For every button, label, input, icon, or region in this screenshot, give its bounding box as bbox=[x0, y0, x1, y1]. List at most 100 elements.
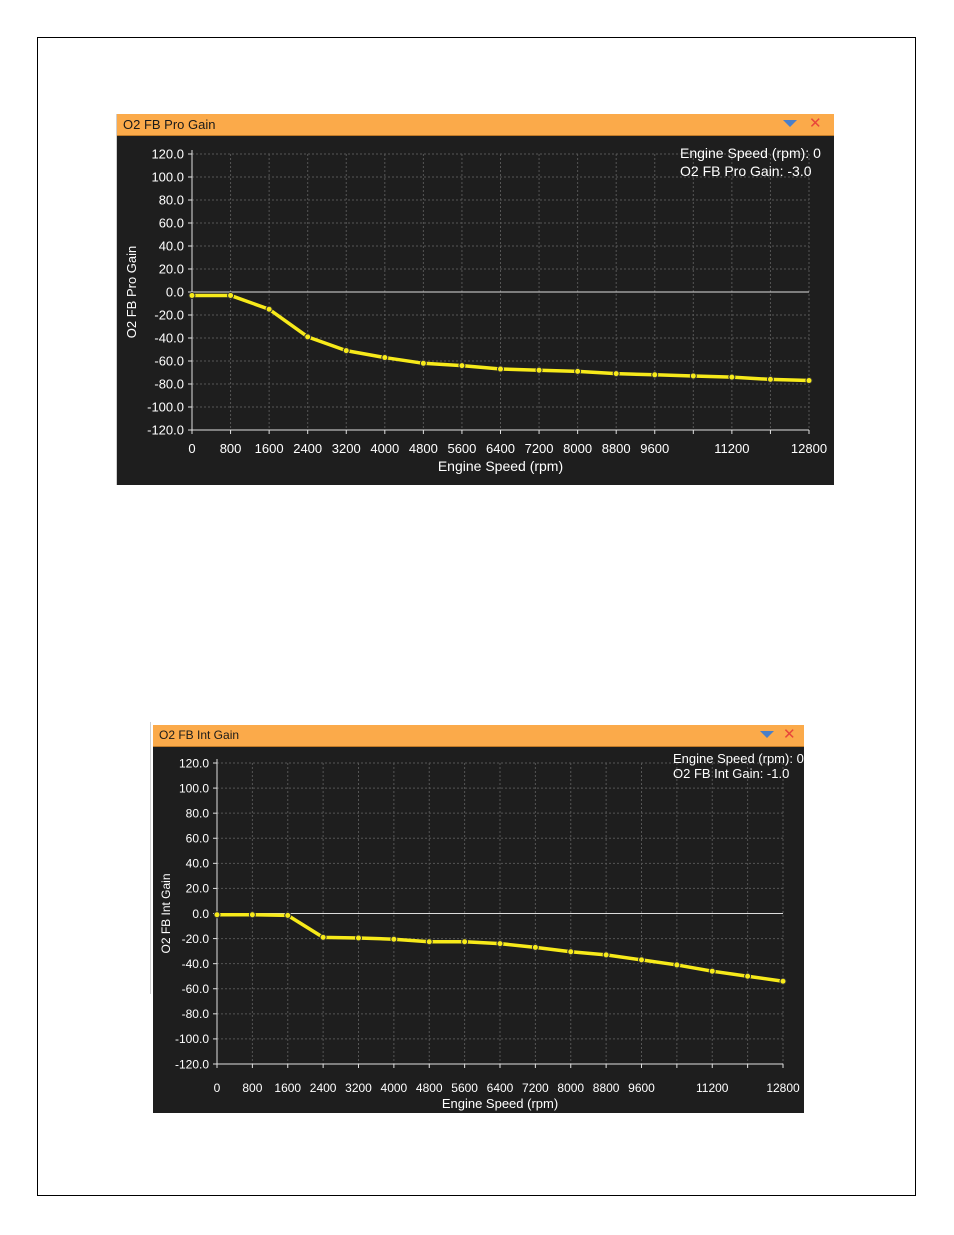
data-point bbox=[188, 291, 196, 299]
y-tick-label: -60.0 bbox=[182, 982, 210, 996]
y-tick-label: 100.0 bbox=[151, 170, 184, 185]
page-border bbox=[37, 37, 916, 1196]
data-point bbox=[689, 372, 697, 380]
x-tick-label: 0 bbox=[214, 1081, 221, 1095]
x-tick-label: 9600 bbox=[640, 441, 669, 456]
x-tick-label: 11200 bbox=[714, 441, 749, 456]
y-tick-label: 60.0 bbox=[159, 216, 184, 231]
data-point bbox=[381, 354, 389, 362]
x-tick-label: 800 bbox=[220, 441, 242, 456]
data-point bbox=[496, 940, 504, 948]
data-point bbox=[248, 911, 256, 919]
data-point bbox=[227, 291, 235, 299]
y-tick-label: 20.0 bbox=[186, 882, 210, 896]
x-tick-label: 2400 bbox=[310, 1081, 337, 1095]
x-tick-label: 4800 bbox=[409, 441, 438, 456]
x-tick-label: 1600 bbox=[255, 441, 284, 456]
cursor-readout: O2 FB Int Gain: -1.0 bbox=[673, 766, 789, 781]
data-point bbox=[419, 359, 427, 367]
x-tick-label: 6400 bbox=[486, 441, 515, 456]
data-point bbox=[461, 938, 469, 946]
x-tick-label: 11200 bbox=[696, 1081, 729, 1095]
x-tick-label: 5600 bbox=[447, 441, 476, 456]
pro-gain-titlebar: O2 FB Pro Gain ✕ bbox=[117, 114, 834, 136]
x-tick-label: 1600 bbox=[274, 1081, 301, 1095]
data-point bbox=[602, 951, 610, 959]
y-tick-label: 20.0 bbox=[159, 262, 184, 277]
x-tick-label: 6400 bbox=[487, 1081, 514, 1095]
y-tick-label: -120.0 bbox=[147, 423, 184, 438]
data-point bbox=[744, 972, 752, 980]
x-axis-label: Engine Speed (rpm) bbox=[442, 1096, 558, 1111]
y-tick-label: -60.0 bbox=[154, 354, 184, 369]
x-tick-label: 3200 bbox=[345, 1081, 372, 1095]
int-gain-titlebar: O2 FB Int Gain ✕ bbox=[153, 725, 804, 747]
y-tick-label: 80.0 bbox=[159, 193, 184, 208]
pro-gain-chart: 120.0 100.0 80.0 60.0 40.0 20.0 0.0 -20.0 -40.0 -… bbox=[124, 145, 827, 474]
x-tick-label: 12800 bbox=[766, 1081, 800, 1095]
data-point bbox=[779, 977, 787, 985]
data-point bbox=[425, 938, 433, 946]
data-point bbox=[458, 362, 466, 370]
data-point bbox=[805, 377, 813, 385]
y-tick-label: -80.0 bbox=[182, 1007, 210, 1021]
dropdown-arrow-icon[interactable] bbox=[760, 731, 774, 738]
y-tick-label: -100.0 bbox=[175, 1032, 209, 1046]
data-point bbox=[304, 333, 312, 341]
int-gain-chart: 120.0 100.0 80.0 60.0 40.0 20.0 0.0 -20.0 -40.0 -… bbox=[159, 751, 804, 1111]
x-tick-label: 2400 bbox=[293, 441, 322, 456]
y-tick-label: -120.0 bbox=[175, 1057, 209, 1071]
int-gain-panel: O2 FB Int Gain ✕ 120.0 100.0 80.0 60.0 40.0 2… bbox=[153, 725, 804, 1113]
cursor-readout: O2 FB Pro Gain: -3.0 bbox=[680, 163, 812, 179]
x-axis-label: Engine Speed (rpm) bbox=[438, 458, 563, 474]
y-tick-label: -20.0 bbox=[182, 932, 210, 946]
x-tick-label: 5600 bbox=[451, 1081, 478, 1095]
x-tick-label: 4000 bbox=[370, 441, 399, 456]
x-tick-label: 4800 bbox=[416, 1081, 443, 1095]
y-tick-label: 100.0 bbox=[179, 781, 209, 795]
cursor-readout: Engine Speed (rpm): 0 bbox=[680, 145, 821, 161]
y-tick-label: 60.0 bbox=[186, 832, 210, 846]
data-point bbox=[535, 366, 543, 374]
data-point bbox=[284, 911, 292, 919]
data-point bbox=[497, 365, 504, 373]
y-tick-label: 0.0 bbox=[192, 907, 209, 921]
x-tick-label: 8800 bbox=[593, 1081, 620, 1095]
x-tick-label: 7200 bbox=[525, 441, 554, 456]
data-point bbox=[531, 943, 539, 951]
x-tick-label: 3200 bbox=[332, 441, 361, 456]
y-axis-label: O2 FB Int Gain bbox=[159, 873, 173, 953]
data-point bbox=[355, 934, 362, 942]
data-point bbox=[567, 948, 575, 956]
cursor-readout: Engine Speed (rpm): 0 bbox=[673, 751, 804, 766]
data-point bbox=[342, 347, 350, 355]
x-tick-label: 12800 bbox=[791, 441, 827, 456]
x-tick-label: 8800 bbox=[602, 441, 631, 456]
data-point bbox=[673, 961, 681, 969]
x-tick-label: 8000 bbox=[557, 1081, 584, 1095]
x-tick-label: 4000 bbox=[381, 1081, 408, 1095]
y-tick-label: 40.0 bbox=[186, 857, 210, 871]
data-point bbox=[574, 367, 582, 375]
panel-title: O2 FB Pro Gain bbox=[123, 117, 216, 132]
y-tick-label: -40.0 bbox=[154, 331, 184, 346]
y-tick-label: 120.0 bbox=[179, 756, 209, 770]
x-tick-label: 0 bbox=[188, 441, 195, 456]
dropdown-arrow-icon[interactable] bbox=[783, 120, 797, 127]
close-icon[interactable]: ✕ bbox=[783, 726, 796, 743]
close-icon[interactable]: ✕ bbox=[809, 115, 822, 132]
x-tick-label: 8000 bbox=[563, 441, 592, 456]
y-tick-label: -100.0 bbox=[147, 400, 184, 415]
pro-gain-panel: O2 FB Pro Gain ✕ 120.0 100.0 80.0 60.0 40.0 2… bbox=[117, 114, 834, 485]
data-point bbox=[319, 933, 327, 941]
y-tick-label: 0.0 bbox=[166, 285, 184, 300]
panel-title: O2 FB Int Gain bbox=[159, 728, 240, 742]
y-tick-label: 40.0 bbox=[159, 239, 184, 254]
y-tick-label: 120.0 bbox=[151, 147, 184, 162]
data-point bbox=[390, 935, 398, 943]
data-point bbox=[651, 371, 659, 379]
x-tick-label: 800 bbox=[242, 1081, 262, 1095]
y-tick-label: 80.0 bbox=[186, 806, 210, 820]
data-point bbox=[728, 373, 736, 381]
y-tick-label: -80.0 bbox=[154, 377, 184, 392]
